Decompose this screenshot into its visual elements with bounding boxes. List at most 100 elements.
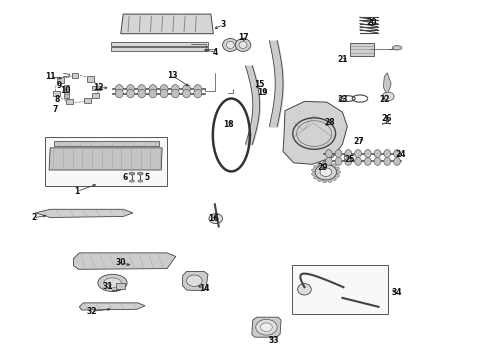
Bar: [64, 85, 69, 93]
Bar: [87, 76, 94, 81]
Ellipse shape: [138, 85, 146, 93]
Ellipse shape: [355, 150, 362, 157]
Ellipse shape: [345, 150, 352, 157]
Ellipse shape: [194, 85, 202, 93]
Ellipse shape: [183, 89, 191, 98]
Ellipse shape: [116, 85, 123, 93]
Ellipse shape: [393, 157, 400, 165]
Text: 15: 15: [254, 80, 265, 89]
Ellipse shape: [312, 169, 316, 172]
Ellipse shape: [261, 323, 272, 332]
Text: 9: 9: [56, 81, 62, 90]
Ellipse shape: [209, 213, 222, 224]
Text: 33: 33: [269, 336, 279, 345]
Bar: [66, 99, 73, 104]
Ellipse shape: [239, 41, 247, 49]
Bar: [53, 91, 60, 96]
Text: 28: 28: [324, 118, 335, 127]
Ellipse shape: [312, 173, 316, 176]
Bar: [57, 77, 64, 83]
Text: 25: 25: [344, 156, 354, 165]
Text: 10: 10: [60, 86, 71, 95]
Ellipse shape: [365, 157, 371, 165]
Ellipse shape: [256, 319, 277, 335]
Text: 30: 30: [116, 258, 126, 267]
Text: 29: 29: [318, 163, 328, 172]
Text: 27: 27: [354, 137, 365, 146]
Polygon shape: [79, 303, 145, 310]
Ellipse shape: [393, 150, 400, 157]
Ellipse shape: [335, 157, 342, 165]
Ellipse shape: [297, 284, 311, 295]
Text: 21: 21: [337, 55, 348, 64]
Text: 5: 5: [144, 174, 149, 183]
Ellipse shape: [336, 175, 340, 177]
Text: 11: 11: [45, 72, 55, 81]
Ellipse shape: [160, 85, 168, 93]
Bar: [64, 90, 69, 98]
Ellipse shape: [137, 172, 143, 175]
Ellipse shape: [332, 177, 336, 180]
Ellipse shape: [172, 85, 179, 93]
Text: 7: 7: [52, 105, 58, 114]
Ellipse shape: [345, 157, 352, 165]
Ellipse shape: [126, 85, 134, 93]
Ellipse shape: [365, 150, 371, 157]
Polygon shape: [49, 148, 162, 170]
Text: 1: 1: [74, 187, 79, 196]
Ellipse shape: [335, 150, 342, 157]
Ellipse shape: [235, 39, 251, 51]
Ellipse shape: [322, 162, 326, 164]
Text: 31: 31: [102, 282, 113, 291]
Text: 18: 18: [223, 120, 234, 129]
Bar: [111, 47, 208, 51]
Text: 13: 13: [167, 71, 177, 80]
Ellipse shape: [149, 85, 157, 93]
Text: 32: 32: [86, 307, 97, 316]
Text: 34: 34: [392, 288, 402, 297]
Polygon shape: [121, 14, 213, 34]
Ellipse shape: [149, 89, 157, 98]
Text: 17: 17: [238, 33, 248, 42]
Ellipse shape: [129, 172, 135, 175]
Ellipse shape: [382, 92, 394, 101]
Bar: [111, 42, 208, 46]
Text: 4: 4: [213, 48, 219, 57]
Text: 23: 23: [337, 95, 348, 104]
Ellipse shape: [318, 163, 321, 166]
Ellipse shape: [126, 89, 134, 98]
Ellipse shape: [325, 150, 332, 157]
Ellipse shape: [183, 85, 191, 93]
Text: 2: 2: [31, 213, 36, 222]
Ellipse shape: [98, 274, 127, 292]
Polygon shape: [183, 271, 208, 291]
Ellipse shape: [328, 180, 332, 183]
Ellipse shape: [374, 157, 381, 165]
Polygon shape: [35, 209, 133, 217]
Ellipse shape: [328, 162, 332, 165]
Bar: [54, 141, 159, 146]
Bar: [292, 265, 388, 314]
Ellipse shape: [374, 150, 381, 157]
Ellipse shape: [315, 164, 337, 180]
Ellipse shape: [222, 39, 238, 51]
Text: 19: 19: [257, 87, 268, 96]
Bar: [350, 43, 374, 56]
Text: 26: 26: [381, 114, 392, 123]
Ellipse shape: [138, 89, 146, 98]
Ellipse shape: [337, 171, 341, 174]
Text: 16: 16: [209, 214, 219, 223]
Ellipse shape: [325, 157, 332, 165]
Ellipse shape: [336, 167, 340, 170]
Ellipse shape: [314, 176, 318, 179]
Bar: [84, 98, 91, 103]
Bar: [116, 283, 124, 289]
Ellipse shape: [96, 86, 102, 90]
Ellipse shape: [160, 89, 168, 98]
Ellipse shape: [320, 168, 332, 176]
Bar: [93, 86, 101, 90]
Ellipse shape: [384, 157, 391, 165]
Text: 6: 6: [122, 174, 128, 183]
Text: 14: 14: [199, 284, 209, 293]
Text: 22: 22: [379, 95, 390, 104]
